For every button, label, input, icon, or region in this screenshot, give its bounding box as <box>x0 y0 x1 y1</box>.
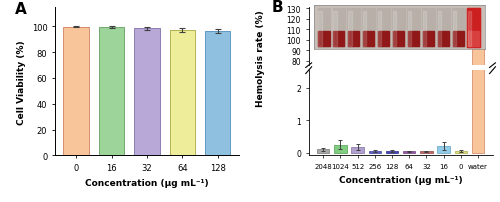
Bar <box>317 150 330 153</box>
Bar <box>386 151 398 153</box>
Bar <box>420 152 432 153</box>
Bar <box>368 151 381 153</box>
X-axis label: Concentration (μg mL⁻¹): Concentration (μg mL⁻¹) <box>339 175 462 184</box>
Bar <box>134 29 160 156</box>
Text: A: A <box>14 2 26 17</box>
Y-axis label: Hemolysis rate (%): Hemolysis rate (%) <box>256 10 264 106</box>
Bar <box>438 145 450 146</box>
Bar <box>472 41 484 146</box>
Bar <box>334 145 346 146</box>
Bar <box>403 152 415 153</box>
Bar <box>352 147 364 153</box>
Text: B: B <box>272 0 283 15</box>
Bar <box>205 32 231 156</box>
Bar <box>170 31 195 156</box>
Y-axis label: Cell Viability (%): Cell Viability (%) <box>17 40 26 124</box>
X-axis label: Concentration (μg mL⁻¹): Concentration (μg mL⁻¹) <box>85 178 208 187</box>
Bar <box>64 27 89 156</box>
Bar <box>334 145 346 153</box>
Bar <box>99 28 124 156</box>
Bar <box>454 151 467 153</box>
Bar <box>472 0 484 153</box>
Bar <box>438 146 450 153</box>
